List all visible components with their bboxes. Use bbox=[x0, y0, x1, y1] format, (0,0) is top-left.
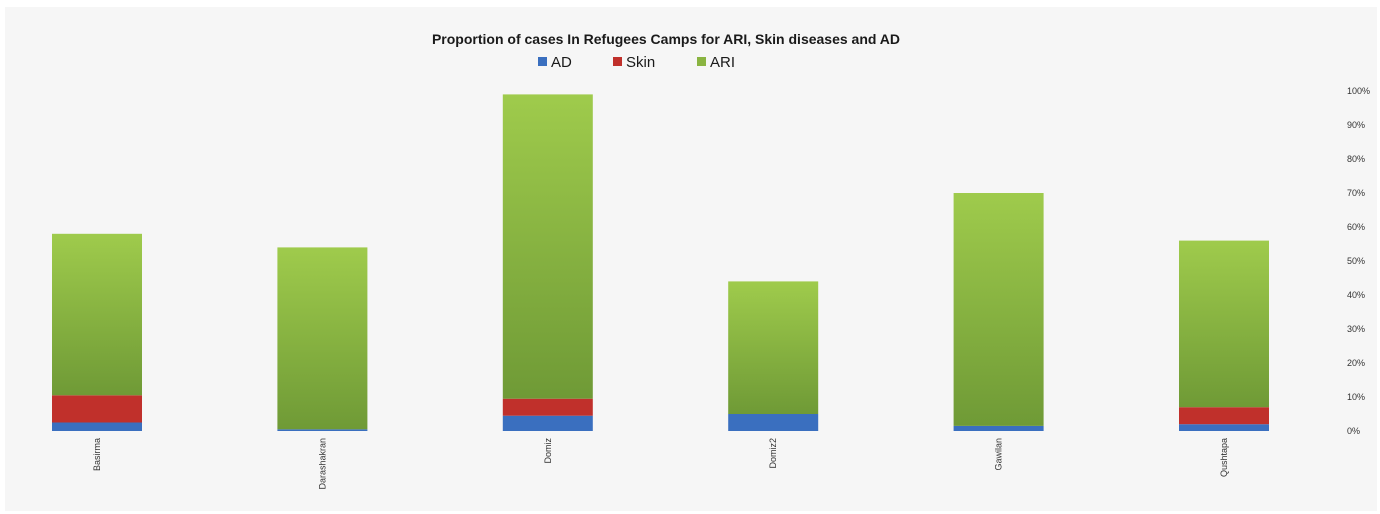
y-tick-label: 70% bbox=[1347, 188, 1365, 198]
y-tick-label: 10% bbox=[1347, 392, 1365, 402]
legend-swatch-ad bbox=[538, 57, 547, 66]
bar-qushtapa-skin bbox=[1179, 407, 1269, 425]
bar-darashakran-ari bbox=[277, 247, 368, 430]
chart-title: Proportion of cases In Refugees Camps fo… bbox=[432, 31, 900, 47]
bar-domiz-ari bbox=[502, 94, 593, 399]
bar-gawilan-ad bbox=[953, 425, 1044, 431]
legend-label-ad: AD bbox=[551, 54, 572, 71]
legend-label-ari: ARI bbox=[710, 54, 735, 71]
legend-label-skin: Skin bbox=[626, 54, 655, 71]
x-tick-label-qushtapa: Qushtapa bbox=[1219, 438, 1229, 477]
y-tick-label: 60% bbox=[1347, 222, 1365, 232]
y-axis: 0% 10% 20% 30% 40% 50% 60% 70% 80% 90% 100% bbox=[1347, 86, 1370, 436]
y-tick-label: 20% bbox=[1347, 358, 1365, 368]
y-tick-label: 40% bbox=[1347, 290, 1365, 300]
legend-swatch-ari bbox=[697, 57, 706, 66]
chart-background bbox=[5, 7, 1377, 511]
x-tick-label-domiz2: Domiz2 bbox=[768, 438, 778, 469]
x-axis: Basirma Darashakran Domiz Domiz2 Gawilan Qush… bbox=[92, 438, 1229, 490]
y-tick-label: 30% bbox=[1347, 324, 1365, 334]
bar-domiz-ad bbox=[502, 415, 593, 431]
bar-basirma-skin bbox=[52, 395, 142, 423]
y-tick-label: 100% bbox=[1347, 86, 1370, 96]
y-tick-label: 80% bbox=[1347, 154, 1365, 164]
bar-basirma-ad bbox=[52, 422, 142, 431]
bar-domiz2-ad bbox=[728, 414, 819, 431]
bar-gawilan-ari bbox=[953, 193, 1044, 426]
chart-bars bbox=[52, 94, 1269, 431]
y-tick-label: 50% bbox=[1347, 256, 1365, 266]
chart-legend: AD Skin ARI bbox=[538, 54, 735, 71]
bar-darashakran-ad bbox=[277, 429, 368, 431]
y-tick-label: 90% bbox=[1347, 120, 1365, 130]
bar-qushtapa-ad bbox=[1179, 424, 1269, 431]
y-tick-label: 0% bbox=[1347, 426, 1360, 436]
x-tick-label-basirma: Basirma bbox=[92, 438, 102, 471]
bar-domiz-skin bbox=[502, 398, 593, 416]
legend-swatch-skin bbox=[613, 57, 622, 66]
x-tick-label-darashakran: Darashakran bbox=[317, 438, 327, 490]
x-tick-label-gawilan: Gawilan bbox=[994, 438, 1004, 471]
x-tick-label-domiz: Domiz bbox=[543, 438, 553, 464]
bar-qushtapa-ari bbox=[1179, 240, 1269, 408]
bar-basirma-ari bbox=[52, 233, 142, 396]
bar-domiz2-ari bbox=[728, 281, 819, 414]
